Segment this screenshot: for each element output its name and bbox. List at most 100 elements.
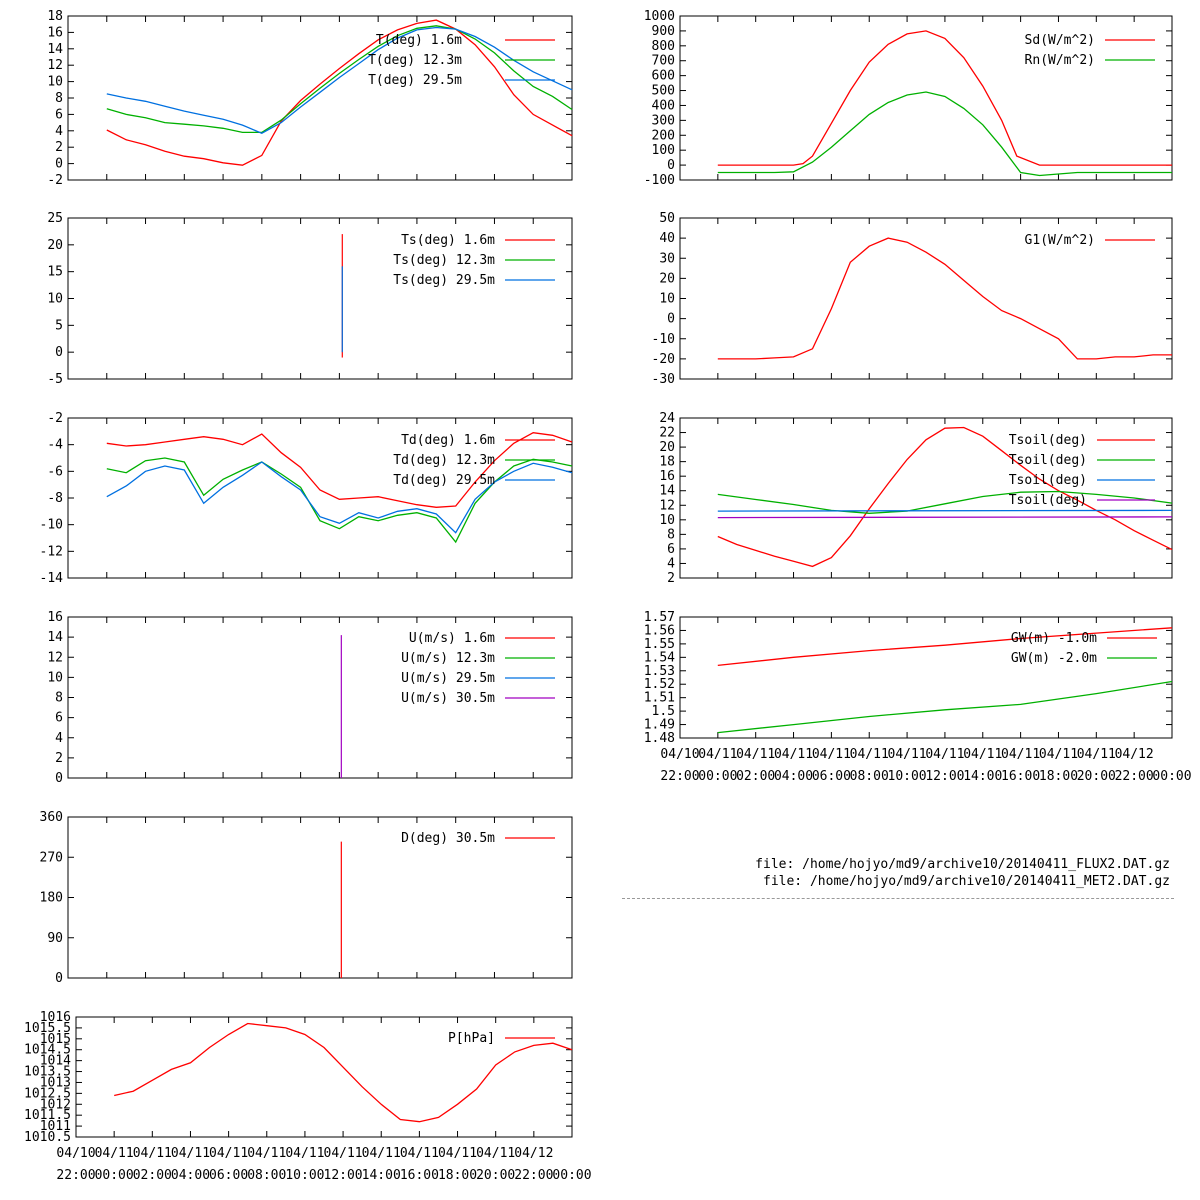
x-date-label: 04/11 xyxy=(476,1146,515,1161)
y-tick-label: 1015 xyxy=(40,1032,71,1047)
flux-file-label: file: /home/hojyo/md9/archive10/20140411… xyxy=(755,857,1170,872)
series-line xyxy=(717,627,1173,667)
y-tick-label: 1.49 xyxy=(644,718,675,733)
y-tick-label: 180 xyxy=(40,891,63,906)
y-tick-label: 10 xyxy=(47,292,63,307)
y-tick-label: 600 xyxy=(652,69,675,84)
x-date-label: 04/11 xyxy=(888,747,927,762)
plot-frame xyxy=(67,15,573,181)
x-time-label: 04:00 xyxy=(774,769,813,784)
y-tick-label: -4 xyxy=(47,438,63,453)
y-tick-label: 18 xyxy=(47,9,63,24)
y-tick-label: 200 xyxy=(652,128,675,143)
y-tick-label: 22 xyxy=(659,426,675,441)
y-tick-label: 90 xyxy=(47,931,63,946)
y-tick-label: 400 xyxy=(652,98,675,113)
y-tick-label: 16 xyxy=(47,25,63,40)
y-tick-label: 1.54 xyxy=(644,650,675,665)
plot-frame xyxy=(67,417,573,579)
x-time-label: 06:00 xyxy=(209,1168,248,1183)
legend-label: U(m/s) 12.3m xyxy=(401,651,495,666)
y-tick-label: 6 xyxy=(55,711,63,726)
ts-chart: -5 0 5 10 15 20 25 Ts(deg) 1.6m Ts(deg) 12.3m Ts(… xyxy=(47,211,573,387)
y-tick-label: -12 xyxy=(40,544,63,559)
x-date-label: 04/11 xyxy=(324,1146,363,1161)
x-time-label: 08:00 xyxy=(850,769,889,784)
series-line xyxy=(106,457,573,544)
y-tick-label: 500 xyxy=(652,84,675,99)
y-tick-label: -8 xyxy=(47,491,63,506)
pressure-chart: 1010.510111011.510121012.510131013.51014… xyxy=(24,1010,592,1183)
x-date-label: 04/11 xyxy=(925,747,964,762)
y-tick-label: 10 xyxy=(659,513,675,528)
y-tick-label: 1016 xyxy=(40,1010,71,1025)
y-tick-label: 12 xyxy=(659,498,675,513)
legend-label: U(m/s) 30.5m xyxy=(401,691,495,706)
x-time-label: 18:00 xyxy=(438,1168,477,1183)
legend-label: P[hPa] xyxy=(448,1031,495,1046)
y-tick-label: 1012 xyxy=(40,1097,71,1112)
x-date-label: 04/11 xyxy=(1039,747,1078,762)
y-tick-label: 1011 xyxy=(40,1119,71,1134)
y-tick-label: 0 xyxy=(55,971,63,986)
series-line xyxy=(717,516,1173,519)
plot-frame xyxy=(679,616,1173,739)
wind-speed-chart: 0 2 4 6 8 10 12 14 16 U(m/s) 1.6m U(m/s) 12.3m U(m/… xyxy=(47,610,573,786)
x-date-label: 04/11 xyxy=(95,1146,134,1161)
plot-frame xyxy=(679,15,1173,181)
y-tick-label: 50 xyxy=(659,211,675,226)
x-time-label: 16:00 xyxy=(400,1168,439,1183)
y-tick-label: 5 xyxy=(55,318,63,333)
legend-label: Ts(deg) 1.6m xyxy=(401,233,495,248)
legend-label: Tsoil(deg) xyxy=(1009,473,1087,488)
met-file-label: file: /home/hojyo/md9/archive10/20140411… xyxy=(763,874,1170,889)
legend-label: GW(m) -1.0m xyxy=(1011,631,1097,646)
x-date-label: 04/11 xyxy=(850,747,889,762)
y-tick-label: 0 xyxy=(55,345,63,360)
x-time-label: 08:00 xyxy=(247,1168,286,1183)
x-date-label: 04/11 xyxy=(209,1146,248,1161)
x-time-label: 10:00 xyxy=(285,1168,324,1183)
y-tick-label: 1.55 xyxy=(644,637,675,652)
x-time-label: 22:00 xyxy=(660,769,699,784)
x-date-label: 04/11 xyxy=(285,1146,324,1161)
legend-label: Td(deg) 1.6m xyxy=(401,433,495,448)
legend-label: T(deg) 12.3m xyxy=(368,53,462,68)
wind-direction-chart: 0 90 180 270 360 D(deg) 30.5m xyxy=(40,810,573,986)
y-tick-label: 30 xyxy=(659,251,675,266)
y-tick-label: 1011.5 xyxy=(24,1108,71,1123)
series-line xyxy=(717,91,1172,177)
legend-label: Td(deg) 29.5m xyxy=(393,473,495,488)
y-tick-label: 100 xyxy=(652,143,675,158)
x-time-label: 00:00 xyxy=(1152,769,1191,784)
y-tick-label: 1.48 xyxy=(644,731,675,746)
y-tick-label: 8 xyxy=(55,91,63,106)
plot-frame xyxy=(75,1016,573,1138)
legend-label: Tsoil(deg) xyxy=(1009,493,1087,508)
y-tick-label: 6 xyxy=(55,107,63,122)
x-date-label: 04/11 xyxy=(774,747,813,762)
series-line xyxy=(106,26,573,135)
series-line xyxy=(106,25,573,134)
x-date-label: 04/11 xyxy=(171,1146,210,1161)
y-tick-label: -5 xyxy=(47,372,63,387)
x-time-label: 20:00 xyxy=(1077,769,1116,784)
y-tick-label: 10 xyxy=(47,670,63,685)
y-tick-label: 14 xyxy=(47,630,63,645)
x-time-label: 20:00 xyxy=(476,1168,515,1183)
plot-frame xyxy=(67,816,573,979)
x-date-label: 04/11 xyxy=(736,747,775,762)
legend-label: GW(m) -2.0m xyxy=(1011,651,1097,666)
y-tick-label: 700 xyxy=(652,54,675,69)
x-time-label: 00:00 xyxy=(95,1168,134,1183)
y-tick-label: 1.51 xyxy=(644,691,675,706)
x-date-label: 04/11 xyxy=(133,1146,172,1161)
series-line xyxy=(106,19,573,166)
legend-label: U(m/s) 1.6m xyxy=(409,631,495,646)
series-line xyxy=(717,509,1173,512)
y-tick-label: 900 xyxy=(652,24,675,39)
y-tick-label: -10 xyxy=(652,332,675,347)
legend-label: Tsoil(deg) xyxy=(1009,433,1087,448)
